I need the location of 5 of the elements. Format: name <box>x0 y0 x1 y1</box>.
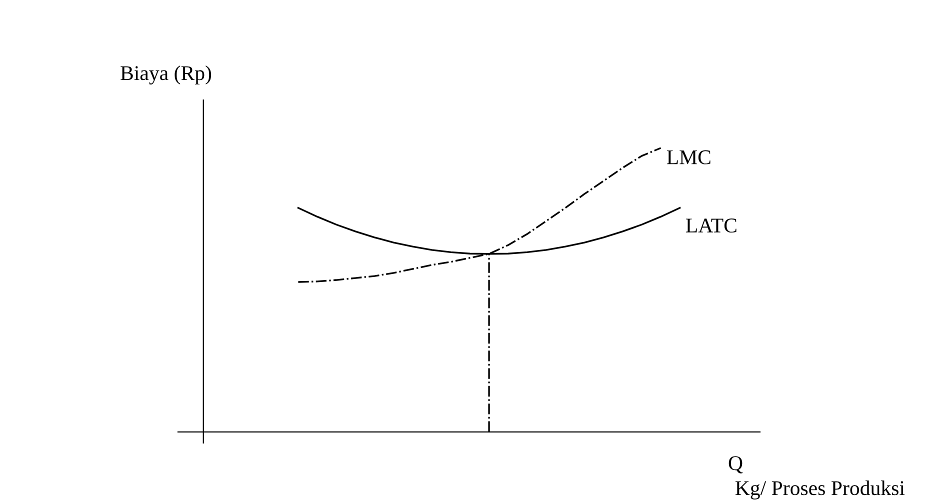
y-axis-title: Biaya (Rp) <box>120 66 212 84</box>
series-label: LATC <box>686 218 736 233</box>
x-axis-title: Q <box>728 456 743 474</box>
text: Kg/ Proses Produksi <box>735 480 905 500</box>
series-label: LMC <box>666 150 710 164</box>
